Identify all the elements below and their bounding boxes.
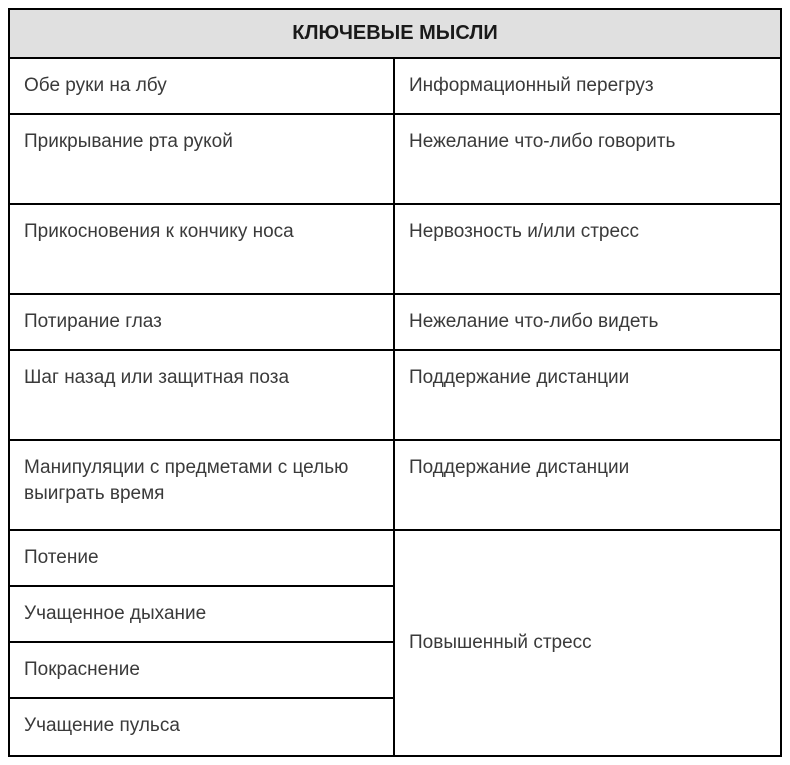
table-cell-left: Учащение пульса [10,699,393,755]
table-cell-right: Нежелание что-либо видеть [395,295,780,351]
table-cell-right: Нервозность и/или стресс [395,205,780,295]
table-cell-left: Потирание глаз [10,295,393,351]
table-cell-right: Информационный перегруз [395,59,780,115]
table-cell-left: Прикрывание рта рукой [10,115,393,205]
left-column: Обе руки на лбу Прикрывание рта рукой Пр… [10,59,395,755]
table-cell-left: Покраснение [10,643,393,699]
table-cell-left: Манипуляции с предметами с целью выиграт… [10,441,393,531]
table-body: Обе руки на лбу Прикрывание рта рукой Пр… [10,59,780,755]
table-cell-left: Обе руки на лбу [10,59,393,115]
table-cell-left: Учащенное дыхание [10,587,393,643]
table-cell-left: Потение [10,531,393,587]
table-cell-left: Прикосновения к кончику носа [10,205,393,295]
key-thoughts-table: КЛЮЧЕВЫЕ МЫСЛИ Обе руки на лбу Прикрыван… [8,8,782,757]
right-column: Информационный перегруз Нежелание что-ли… [395,59,780,755]
table-cell-left: Шаг назад или защитная поза [10,351,393,441]
table-header: КЛЮЧЕВЫЕ МЫСЛИ [10,10,780,59]
table-cell-right: Нежелание что-либо говорить [395,115,780,205]
table-cell-right: Поддержание дистанции [395,441,780,531]
table-cell-right: Поддержание дистанции [395,351,780,441]
table-cell-right-merged: Повышенный стресс [395,531,780,755]
